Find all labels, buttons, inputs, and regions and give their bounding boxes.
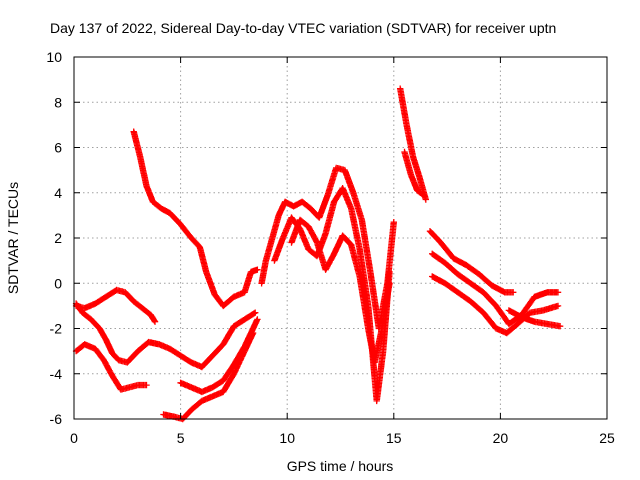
y-tick-label: 4 xyxy=(54,185,62,201)
x-tick-label: 15 xyxy=(386,430,402,446)
series-track-5 xyxy=(160,329,257,423)
x-tick-label: 10 xyxy=(279,430,295,446)
series-track-1 xyxy=(72,286,159,325)
series-track-13 xyxy=(429,250,562,328)
series-track-9 xyxy=(288,216,393,366)
y-tick-label: 0 xyxy=(54,275,62,291)
series-markers xyxy=(72,341,150,393)
x-tick-label: 0 xyxy=(70,430,78,446)
y-tick-label: 6 xyxy=(54,140,62,156)
series-track-2 xyxy=(72,300,259,371)
series-markers xyxy=(72,286,159,325)
y-axis-label: SDTVAR / TECUs xyxy=(5,182,21,294)
series-markers xyxy=(288,216,393,366)
series-markers xyxy=(397,85,429,203)
series-markers xyxy=(72,300,259,371)
series-track-6 xyxy=(177,316,261,396)
series-markers xyxy=(429,250,562,328)
series-markers xyxy=(160,329,257,423)
y-tick-label: -2 xyxy=(50,321,63,337)
x-tick-label: 25 xyxy=(599,430,615,446)
series-track-10 xyxy=(397,85,429,203)
data-series xyxy=(72,85,564,423)
tick-labels: 0 5 10 15 20 25 -6 -4 -2 0 2 4 6 8 10 xyxy=(46,49,615,446)
x-tick-label: 20 xyxy=(493,430,509,446)
y-tick-label: 8 xyxy=(54,94,62,110)
series-track-11 xyxy=(401,148,427,199)
y-tick-label: -4 xyxy=(50,366,63,382)
series-markers xyxy=(177,316,261,396)
x-tick-label: 5 xyxy=(177,430,185,446)
series-markers xyxy=(401,148,427,199)
y-tick-label: 10 xyxy=(46,49,62,65)
series-track-4 xyxy=(130,128,261,310)
chart-title: Day 137 of 2022, Sidereal Day-to-day VTE… xyxy=(50,20,556,36)
y-tick-label: 2 xyxy=(54,230,62,246)
series-markers xyxy=(130,128,261,310)
axis-ticks xyxy=(73,56,608,420)
series-track-12 xyxy=(426,228,517,296)
y-tick-label: -6 xyxy=(50,411,63,427)
series-track-3 xyxy=(72,341,150,393)
x-axis-label: GPS time / hours xyxy=(287,458,394,474)
series-markers xyxy=(505,307,564,330)
series-markers xyxy=(426,228,517,296)
series-track-15 xyxy=(505,307,564,330)
